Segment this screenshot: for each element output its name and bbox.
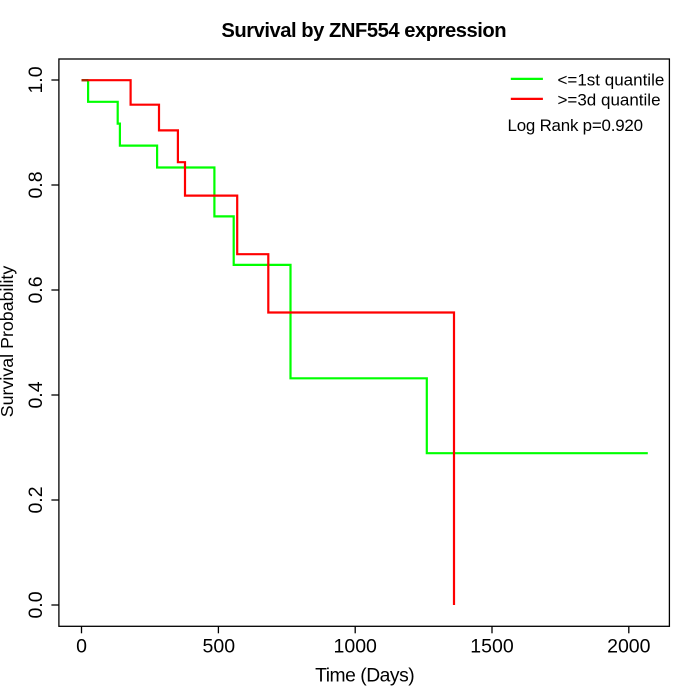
svg-text:0.6: 0.6 — [25, 276, 47, 303]
svg-text:Time (Days): Time (Days) — [315, 665, 415, 686]
svg-text:0.4: 0.4 — [25, 381, 47, 408]
svg-text:Survival Probability: Survival Probability — [0, 266, 17, 418]
svg-text:2000: 2000 — [607, 636, 651, 658]
svg-text:0: 0 — [76, 636, 87, 658]
svg-text:500: 500 — [203, 636, 236, 658]
svg-text:0.8: 0.8 — [25, 171, 47, 198]
svg-text:Survival by ZNF554 expression: Survival by ZNF554 expression — [221, 20, 506, 42]
svg-text:1000: 1000 — [334, 636, 378, 658]
svg-text:<=1st quantile: <=1st quantile — [558, 70, 665, 89]
svg-text:1.0: 1.0 — [25, 66, 47, 93]
svg-text:Log Rank p=0.920: Log Rank p=0.920 — [508, 116, 644, 135]
svg-text:0.0: 0.0 — [25, 591, 47, 618]
svg-text:0.2: 0.2 — [25, 486, 47, 513]
svg-text:>=3d quantile: >=3d quantile — [558, 90, 661, 109]
svg-text:1500: 1500 — [470, 636, 514, 658]
